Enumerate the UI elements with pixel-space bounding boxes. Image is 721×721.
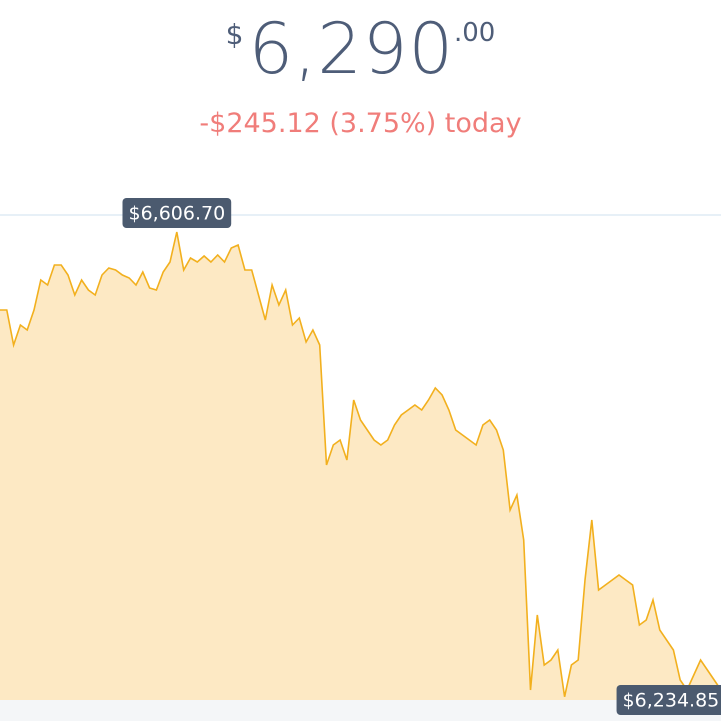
tag-text: $6,606.70: [128, 203, 225, 225]
tag-text: $6,234.85: [623, 690, 720, 712]
header: $ 6,290.00 -$245.12 (3.75%) today: [0, 0, 721, 139]
price-cents: .00: [453, 18, 496, 48]
price-line: [0, 231, 721, 697]
currency: $: [225, 18, 244, 51]
baseline-strip: [0, 700, 721, 721]
area-fill: [0, 232, 721, 700]
price-whole: 6,290: [248, 8, 454, 90]
price-change: -$245.12 (3.75%) today: [199, 108, 522, 139]
price-tag: $6,606.70: [122, 198, 232, 228]
price: $ 6,290.00: [0, 8, 721, 90]
tag-bg: [122, 198, 232, 228]
tag-bg: [616, 685, 721, 715]
price-tag: $6,234.85: [616, 685, 721, 715]
